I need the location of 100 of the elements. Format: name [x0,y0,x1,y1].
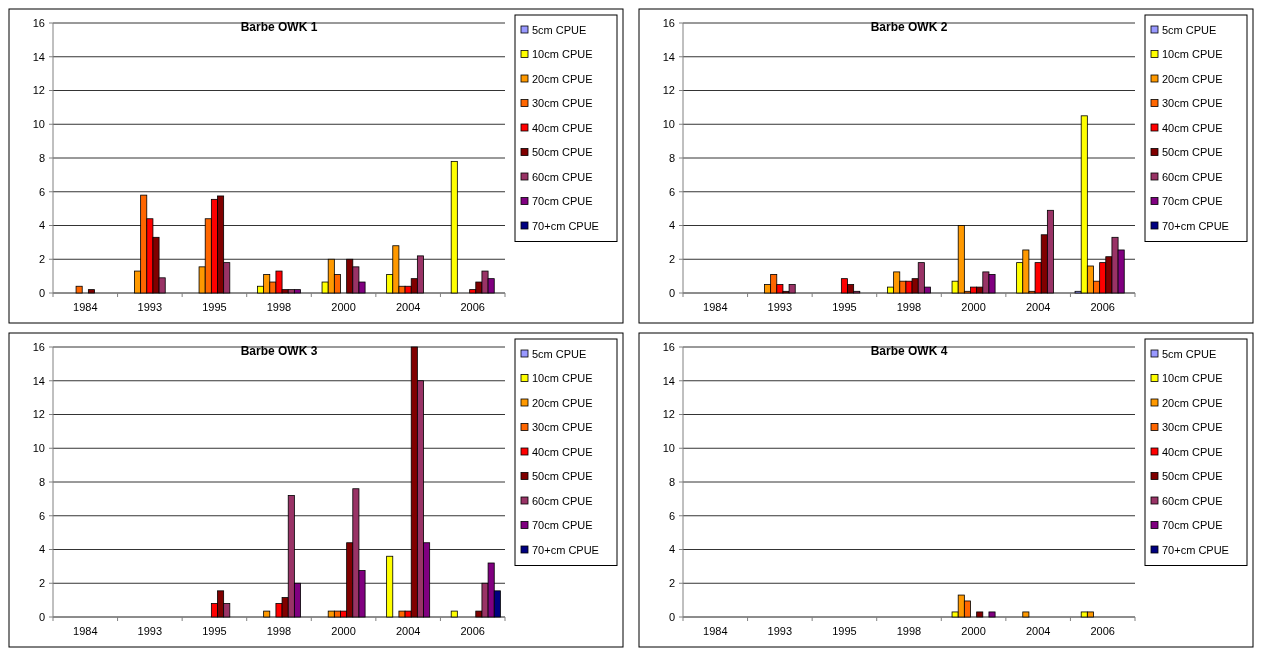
chart-title: Barbe OWK 1 [240,20,318,34]
legend-label: 30cm CPUE [532,97,593,110]
x-tick-label: 1995 [202,301,227,313]
y-tick-label: 8 [668,475,675,488]
y-tick-label: 14 [662,374,675,387]
y-tick-label: 0 [38,610,45,623]
y-tick-label: 4 [38,219,45,232]
legend-label: 10cm CPUE [1162,48,1223,61]
y-tick-label: 12 [662,84,675,97]
legend-label: 40cm CPUE [1162,121,1223,134]
legend-label: 40cm CPUE [1162,445,1223,458]
y-tick-label: 4 [668,219,675,232]
legend-label: 60cm CPUE [532,494,593,507]
y-tick-label: 12 [662,408,675,421]
x-tick-label: 2000 [331,625,356,637]
x-tick-label: 1993 [137,301,163,313]
y-tick-label: 8 [38,151,45,164]
y-tick-label: 8 [668,151,675,164]
x-tick-label: 2000 [961,625,986,637]
y-tick-label: 16 [662,340,675,353]
bar [87,289,95,294]
legend-label: 10cm CPUE [532,48,593,61]
x-tick-label: 2000 [331,301,356,313]
legend-label: 30cm CPUE [532,421,593,434]
legend-label: 70+cm CPUE [532,219,599,232]
x-tick-label: 1984 [73,625,98,637]
bar [450,610,458,618]
legend-label: 70cm CPUE [1162,195,1223,208]
x-tick-label: 1984 [73,301,98,313]
legend-label: 30cm CPUE [1162,97,1223,110]
y-tick-label: 10 [662,118,675,131]
x-tick-label: 1993 [767,301,793,313]
legend-label: 30cm CPUE [1162,421,1223,434]
x-tick-label: 2006 [1090,625,1115,637]
legend-label: 5cm CPUE [1162,23,1217,36]
y-tick-label: 14 [32,374,45,387]
y-tick-label: 8 [38,475,45,488]
bar [988,611,996,618]
x-tick-label: 2006 [1090,301,1115,313]
y-tick-label: 4 [668,543,675,556]
x-tick-label: 2004 [395,625,421,637]
y-tick-label: 14 [662,50,675,63]
legend-label: 50cm CPUE [1162,470,1223,483]
bar [1022,611,1030,618]
y-tick-label: 0 [38,286,45,299]
legend-label: 10cm CPUE [1162,372,1223,385]
legend-label: 50cm CPUE [1162,146,1223,159]
x-tick-label: 1998 [896,301,922,313]
y-tick-label: 10 [32,118,45,131]
x-tick-label: 1995 [832,625,857,637]
legend-label: 60cm CPUE [1162,170,1223,183]
x-tick-label: 1993 [137,625,163,637]
y-tick-label: 12 [32,84,45,97]
x-tick-label: 1998 [896,625,922,637]
legend-label: 50cm CPUE [532,146,593,159]
y-tick-label: 10 [32,442,45,455]
bar [263,610,271,618]
x-tick-label: 1998 [266,625,292,637]
bar [976,611,984,618]
legend-label: 20cm CPUE [1162,72,1223,85]
x-tick-label: 1984 [703,625,728,637]
y-tick-label: 2 [38,253,45,266]
legend-label: 40cm CPUE [532,121,593,134]
legend-label: 40cm CPUE [532,445,593,458]
y-tick-label: 2 [38,577,45,590]
y-tick-label: 2 [668,253,675,266]
legend-label: 5cm CPUE [532,347,587,360]
legend-label: 20cm CPUE [1162,396,1223,409]
legend-label: 20cm CPUE [532,396,593,409]
y-tick-label: 6 [38,185,45,198]
legend-label: 5cm CPUE [1162,347,1217,360]
legend-label: 60cm CPUE [532,170,593,183]
x-tick-label: 2004 [1025,625,1051,637]
legend-label: 70cm CPUE [1162,519,1223,532]
legend-label: 10cm CPUE [532,372,593,385]
y-tick-label: 6 [38,509,45,522]
x-tick-label: 1995 [202,625,227,637]
legend-label: 70cm CPUE [532,195,593,208]
x-tick-label: 2006 [460,625,485,637]
legend-label: 20cm CPUE [532,72,593,85]
chart-title: Barbe OWK 4 [870,344,948,358]
y-tick-label: 16 [32,16,45,29]
x-tick-label: 2006 [460,301,485,313]
x-tick-label: 1984 [703,301,728,313]
legend-label: 5cm CPUE [532,23,587,36]
chart-title: Barbe OWK 2 [870,20,948,34]
x-tick-label: 2004 [395,301,421,313]
x-tick-label: 2000 [961,301,986,313]
chart-title: Barbe OWK 3 [240,344,318,358]
y-tick-label: 2 [668,577,675,590]
x-tick-label: 2004 [1025,301,1051,313]
legend-label: 70+cm CPUE [1162,543,1229,556]
x-tick-label: 1995 [832,301,857,313]
y-tick-label: 14 [32,50,45,63]
legend-label: 70+cm CPUE [532,543,599,556]
y-tick-label: 0 [668,610,675,623]
y-tick-label: 12 [32,408,45,421]
legend-label: 70+cm CPUE [1162,219,1229,232]
legend-label: 50cm CPUE [532,470,593,483]
y-tick-label: 10 [662,442,675,455]
